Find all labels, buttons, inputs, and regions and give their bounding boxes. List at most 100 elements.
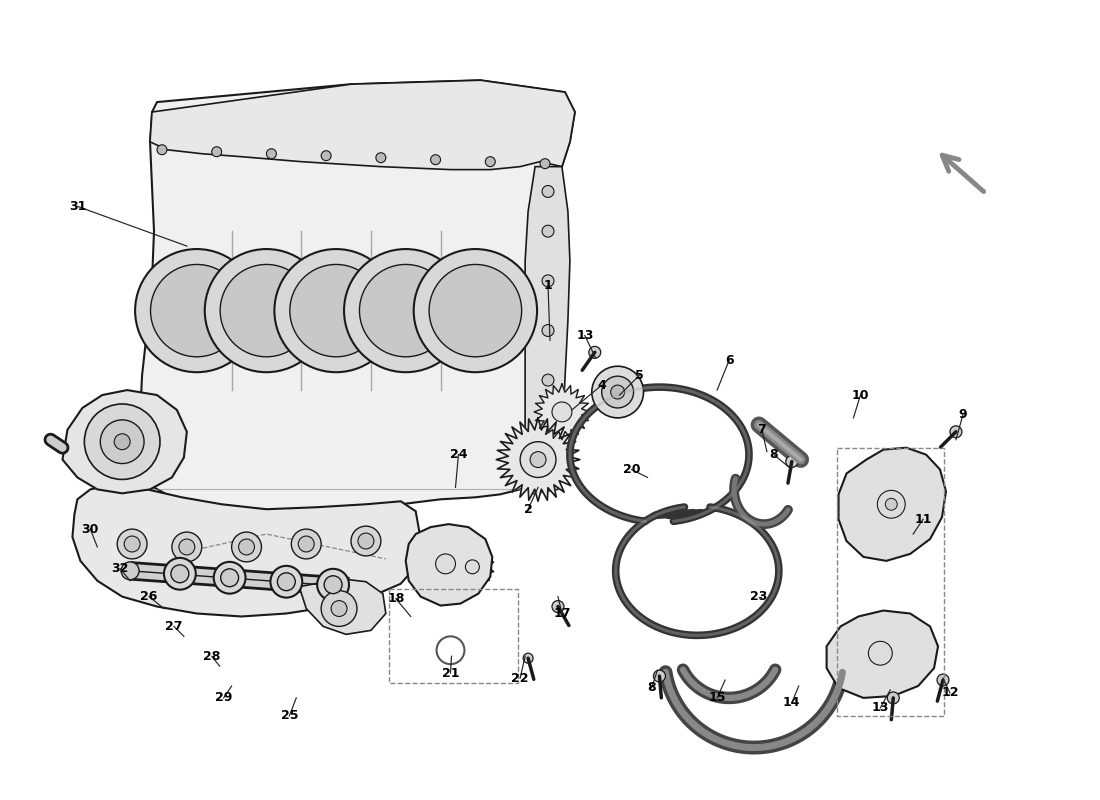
Circle shape: [602, 376, 634, 408]
Circle shape: [266, 149, 276, 158]
Polygon shape: [838, 448, 946, 561]
Circle shape: [121, 562, 139, 580]
Text: 28: 28: [204, 650, 220, 662]
Polygon shape: [406, 524, 493, 606]
Circle shape: [552, 402, 572, 422]
Text: 32: 32: [111, 562, 129, 575]
Polygon shape: [451, 545, 494, 589]
Circle shape: [414, 249, 537, 372]
Circle shape: [220, 265, 312, 357]
Bar: [388, 589, 518, 683]
Polygon shape: [150, 80, 575, 170]
Circle shape: [118, 529, 147, 559]
Circle shape: [542, 374, 554, 386]
Circle shape: [610, 385, 625, 399]
Circle shape: [135, 249, 258, 372]
Circle shape: [542, 226, 554, 237]
Polygon shape: [416, 534, 475, 594]
Circle shape: [542, 463, 554, 475]
Circle shape: [211, 146, 222, 157]
Circle shape: [436, 554, 455, 574]
Circle shape: [124, 536, 140, 552]
Circle shape: [360, 265, 452, 357]
Circle shape: [114, 434, 130, 450]
Circle shape: [937, 674, 949, 686]
Polygon shape: [826, 610, 938, 698]
Circle shape: [485, 157, 495, 166]
Circle shape: [289, 265, 383, 357]
Text: 21: 21: [442, 666, 460, 679]
Circle shape: [351, 526, 381, 556]
Polygon shape: [535, 384, 590, 440]
Circle shape: [100, 420, 144, 463]
Text: 8: 8: [770, 448, 778, 461]
Circle shape: [542, 424, 554, 436]
Circle shape: [221, 569, 239, 586]
Text: 6: 6: [725, 354, 734, 366]
Circle shape: [886, 498, 898, 510]
Circle shape: [588, 346, 601, 358]
Polygon shape: [140, 80, 575, 511]
Bar: [836, 448, 944, 716]
Text: 9: 9: [958, 408, 967, 422]
Circle shape: [164, 558, 196, 590]
Text: 26: 26: [141, 590, 157, 603]
Circle shape: [170, 565, 189, 582]
Circle shape: [552, 601, 564, 613]
Circle shape: [151, 265, 243, 357]
Circle shape: [157, 145, 167, 154]
Text: 5: 5: [635, 369, 643, 382]
Text: 10: 10: [851, 389, 869, 402]
Text: 14: 14: [783, 696, 801, 710]
Polygon shape: [73, 485, 420, 617]
Text: 2: 2: [524, 502, 532, 516]
Circle shape: [465, 560, 480, 574]
Circle shape: [239, 539, 254, 555]
Text: 18: 18: [387, 592, 405, 605]
Polygon shape: [850, 623, 910, 683]
Text: 8: 8: [647, 682, 656, 694]
Circle shape: [950, 426, 961, 438]
Circle shape: [888, 692, 899, 704]
Text: 30: 30: [81, 522, 99, 535]
Circle shape: [321, 590, 358, 626]
Circle shape: [542, 325, 554, 337]
Text: 11: 11: [914, 513, 932, 526]
Circle shape: [542, 275, 554, 286]
Circle shape: [785, 456, 798, 467]
Circle shape: [376, 153, 386, 162]
Text: 7: 7: [758, 423, 767, 436]
Circle shape: [172, 532, 201, 562]
Text: 25: 25: [280, 710, 298, 722]
Text: 15: 15: [708, 691, 726, 705]
Text: 17: 17: [553, 607, 571, 620]
Polygon shape: [496, 418, 580, 502]
Circle shape: [520, 442, 556, 478]
Circle shape: [542, 186, 554, 198]
Text: 29: 29: [214, 691, 232, 705]
Circle shape: [868, 642, 892, 665]
Circle shape: [298, 536, 315, 552]
Circle shape: [344, 249, 468, 372]
Text: 24: 24: [450, 448, 468, 461]
Text: 12: 12: [942, 686, 959, 699]
Polygon shape: [525, 166, 570, 494]
Polygon shape: [63, 390, 187, 494]
Circle shape: [524, 654, 534, 663]
Circle shape: [277, 573, 295, 590]
Circle shape: [430, 154, 441, 165]
Circle shape: [324, 576, 342, 594]
Text: 13: 13: [871, 702, 889, 714]
Polygon shape: [299, 578, 386, 634]
Circle shape: [317, 569, 349, 601]
Text: 31: 31: [68, 200, 86, 213]
Text: 1: 1: [543, 279, 552, 292]
Circle shape: [205, 249, 328, 372]
Circle shape: [653, 670, 666, 682]
Circle shape: [232, 532, 262, 562]
Circle shape: [331, 601, 346, 617]
Circle shape: [179, 539, 195, 555]
Circle shape: [271, 566, 303, 598]
Text: 27: 27: [165, 620, 183, 633]
Circle shape: [592, 366, 644, 418]
